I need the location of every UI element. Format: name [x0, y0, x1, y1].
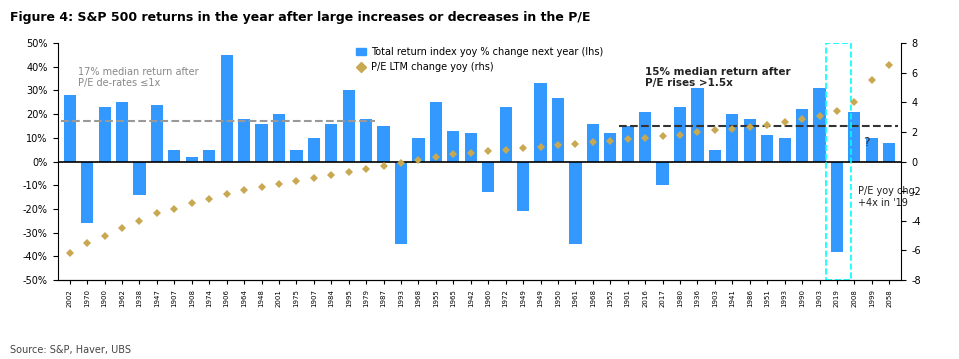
Bar: [168, 150, 180, 162]
Bar: [500, 107, 512, 162]
Bar: [221, 55, 233, 162]
Bar: [796, 109, 808, 162]
Bar: [866, 138, 877, 162]
Bar: [621, 126, 634, 162]
Bar: [779, 138, 791, 162]
Bar: [534, 83, 547, 162]
Bar: [325, 123, 338, 162]
Bar: [639, 112, 651, 162]
Bar: [308, 138, 320, 162]
Bar: [691, 88, 704, 162]
Bar: [657, 162, 668, 185]
Bar: [430, 102, 442, 162]
Bar: [133, 162, 146, 195]
Bar: [570, 162, 581, 244]
Text: Source: S&P, Haver, UBS: Source: S&P, Haver, UBS: [10, 345, 130, 355]
Bar: [360, 119, 372, 162]
Text: 17% median return after
P/E de-rates ≤1x: 17% median return after P/E de-rates ≤1x: [79, 67, 199, 88]
Bar: [849, 112, 860, 162]
Bar: [813, 88, 826, 162]
Bar: [63, 95, 76, 162]
Text: Figure 4: S&P 500 returns in the year after large increases or decreases in the : Figure 4: S&P 500 returns in the year af…: [10, 11, 590, 24]
Bar: [482, 162, 494, 192]
Bar: [827, 43, 851, 280]
Bar: [291, 150, 302, 162]
Bar: [82, 162, 93, 223]
Bar: [203, 150, 216, 162]
Bar: [186, 157, 198, 162]
Bar: [709, 150, 721, 162]
Text: ?: ?: [863, 136, 870, 149]
Bar: [465, 133, 477, 162]
Bar: [587, 123, 599, 162]
Bar: [273, 114, 285, 162]
Bar: [116, 102, 129, 162]
Bar: [830, 162, 843, 252]
Bar: [761, 135, 773, 162]
Bar: [342, 90, 355, 162]
Bar: [674, 107, 686, 162]
Bar: [412, 138, 425, 162]
Bar: [517, 162, 529, 211]
Bar: [151, 105, 163, 162]
Bar: [395, 162, 408, 244]
Bar: [726, 114, 738, 162]
Bar: [883, 143, 896, 162]
Bar: [604, 133, 617, 162]
Bar: [447, 131, 459, 162]
Text: 15% median return after
P/E rises >1.5x: 15% median return after P/E rises >1.5x: [645, 67, 791, 88]
Bar: [99, 107, 110, 162]
Bar: [551, 98, 564, 162]
Bar: [238, 119, 250, 162]
Bar: [378, 126, 389, 162]
Legend: Total return index yoy % change next year (lhs), P/E LTM change yoy (rhs): Total return index yoy % change next yea…: [352, 43, 607, 76]
Bar: [743, 119, 756, 162]
Text: P/E yoy chg
+4x in '19: P/E yoy chg +4x in '19: [858, 186, 915, 208]
Bar: [255, 123, 268, 162]
